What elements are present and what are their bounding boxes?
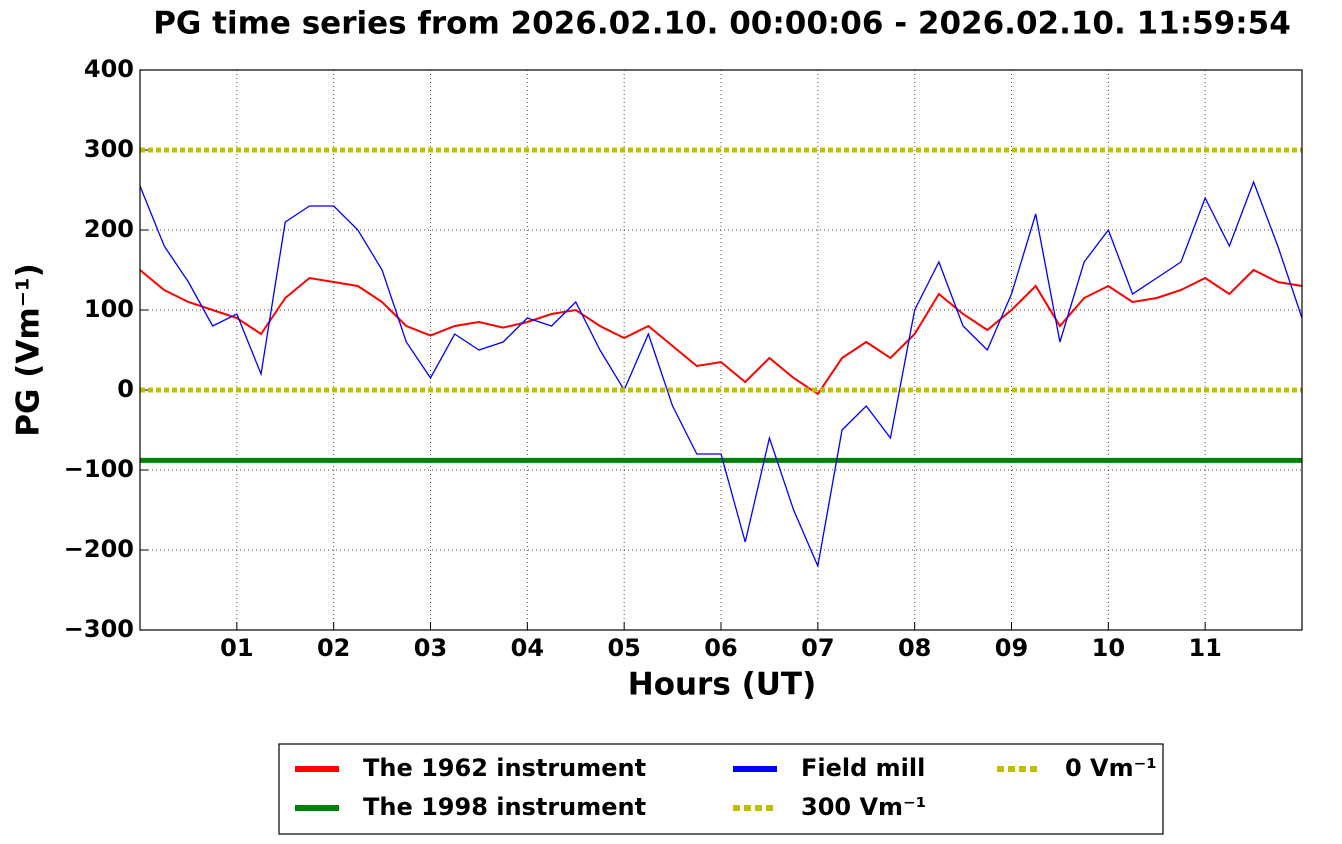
x-tick-label: 02 <box>317 634 350 662</box>
legend-label: 300 Vm⁻¹ <box>801 793 926 821</box>
chart-title: PG time series from 2026.02.10. 00:00:06… <box>153 6 1291 42</box>
y-tick-label: 200 <box>84 215 134 243</box>
y-tick-label: −100 <box>64 455 134 483</box>
legend-label: 0 Vm⁻¹ <box>1065 754 1157 782</box>
legend: The 1962 instrument The 1998 instrument Fi… <box>278 743 1164 835</box>
y-tick-label: 100 <box>84 295 134 323</box>
series-line <box>139 180 1303 569</box>
legend-label: Field mill <box>801 754 925 782</box>
x-tick-label: 11 <box>1188 634 1221 662</box>
legend-label: The 1998 instrument <box>363 793 646 821</box>
y-tick-label: −200 <box>64 535 134 563</box>
x-tick-label: 10 <box>1092 634 1125 662</box>
y-tick-label: 0 <box>117 375 134 403</box>
x-tick-label: 04 <box>511 634 544 662</box>
y-tick-label: 300 <box>84 135 134 163</box>
x-tick-label: 09 <box>995 634 1028 662</box>
x-tick-label: 06 <box>704 634 737 662</box>
x-tick-label: 05 <box>607 634 640 662</box>
y-axis-label: PG (Vm⁻¹) <box>11 263 47 437</box>
legend-frame <box>278 743 1164 835</box>
x-axis-label: Hours (UT) <box>628 667 817 703</box>
x-tick-label: 07 <box>801 634 834 662</box>
x-tick-label: 08 <box>898 634 931 662</box>
series-line <box>139 268 1303 396</box>
x-tick-label: 01 <box>220 634 253 662</box>
plot-frame <box>139 69 1303 631</box>
y-tick-label: −300 <box>64 615 134 643</box>
legend-label: The 1962 instrument <box>363 754 646 782</box>
x-tick-label: 03 <box>414 634 447 662</box>
y-tick-label: 400 <box>84 55 134 83</box>
